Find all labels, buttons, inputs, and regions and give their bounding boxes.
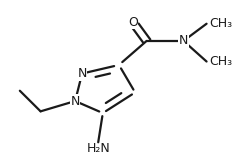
Text: O: O [128,15,138,29]
Text: N: N [179,34,188,47]
Text: CH₃: CH₃ [209,55,232,68]
Text: H₂N: H₂N [86,142,110,155]
Text: N: N [70,95,80,108]
Text: N: N [77,67,87,80]
Text: CH₃: CH₃ [209,17,232,30]
